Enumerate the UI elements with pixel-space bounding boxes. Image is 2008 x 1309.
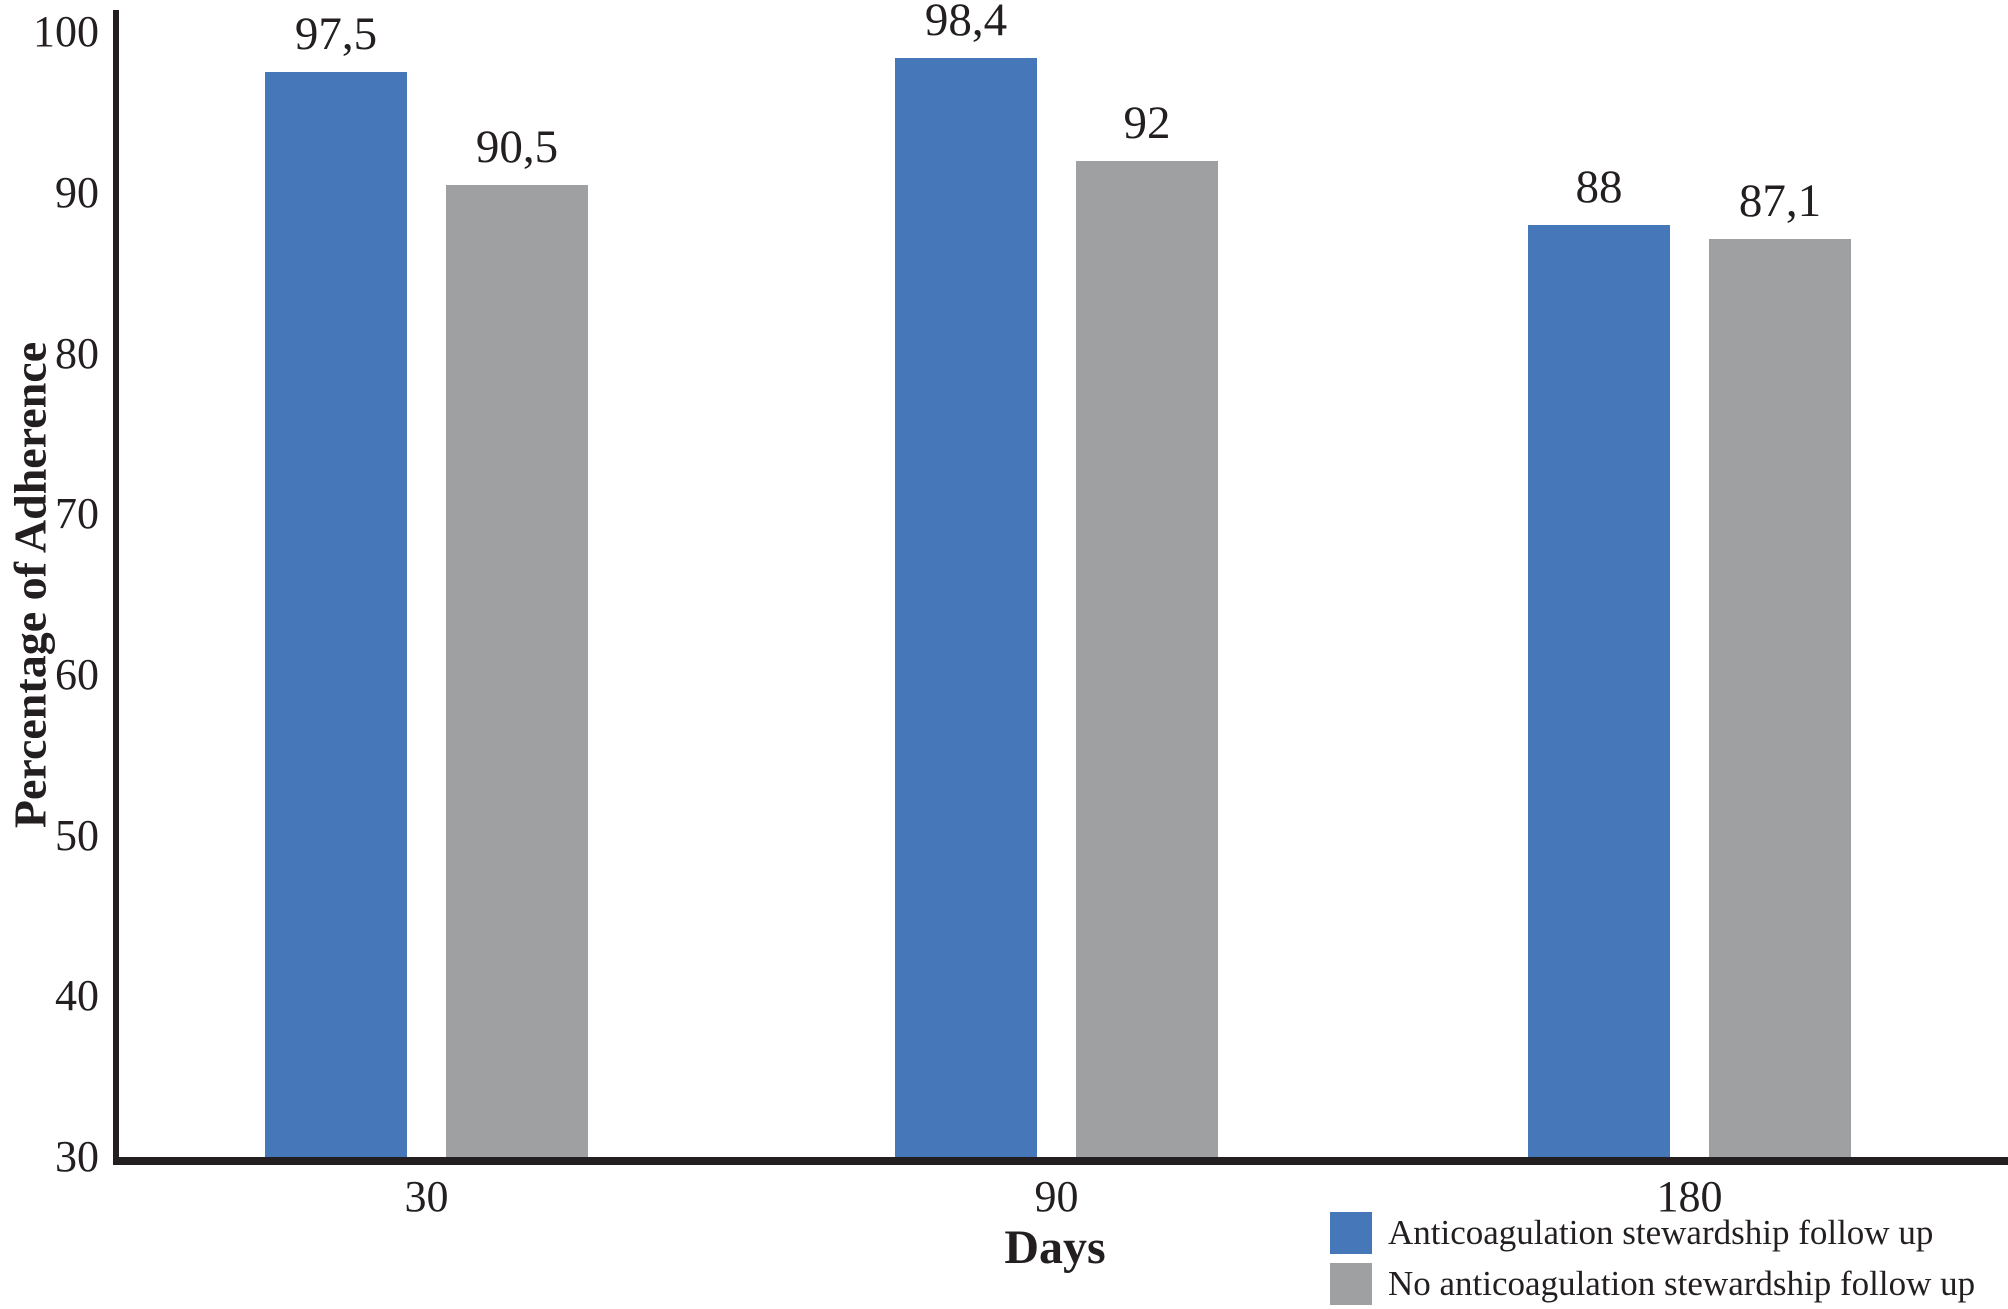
bar-value-label: 97,5 [294, 8, 378, 60]
y-tick-label: 80 [55, 328, 99, 378]
x-tick-label: 30 [404, 1172, 449, 1221]
plot-area: 30 40 50 60 70 80 90 100 30 90 180 97,5 98,4 88 90,5 92… [33, 0, 2008, 1219]
y-tick-label: 40 [55, 971, 99, 1021]
y-tick-label: 70 [55, 489, 99, 539]
bar [446, 185, 588, 1157]
bar-value-label: 87,1 [1738, 175, 1822, 227]
legend-item: Anticoagulation stewardship follow up [1330, 1212, 1975, 1254]
legend-label: No anticoagulation stewardship follow up [1388, 1264, 1976, 1303]
bar [265, 72, 407, 1157]
bar [1076, 161, 1218, 1157]
y-tick-label: 60 [55, 649, 99, 699]
bar [1528, 225, 1670, 1157]
y-tick-label: 30 [55, 1132, 99, 1181]
y-tick-label: 50 [55, 810, 99, 860]
y-tick-label: 90 [55, 167, 99, 217]
y-axis-title: Percentage of Adherence [4, 341, 56, 829]
legend: Anticoagulation stewardship follow up No … [1330, 1212, 1975, 1305]
bar [1709, 239, 1851, 1157]
legend-swatch [1330, 1212, 1372, 1254]
bar-value-label: 98,4 [924, 0, 1008, 46]
x-tick-label: 180 [1656, 1172, 1723, 1221]
legend-swatch [1330, 1263, 1372, 1305]
bar-value-label: 88 [1575, 161, 1623, 213]
legend-item: No anticoagulation stewardship follow up [1330, 1263, 1975, 1305]
bar-value-label: 90,5 [475, 121, 559, 173]
legend-label: Anticoagulation stewardship follow up [1388, 1213, 1934, 1252]
y-tick-label: 100 [33, 7, 99, 57]
x-axis-title: Days [1004, 1221, 1106, 1274]
x-tick-label: 90 [1034, 1172, 1079, 1221]
bar-value-label: 92 [1123, 97, 1171, 149]
bar [895, 58, 1037, 1157]
